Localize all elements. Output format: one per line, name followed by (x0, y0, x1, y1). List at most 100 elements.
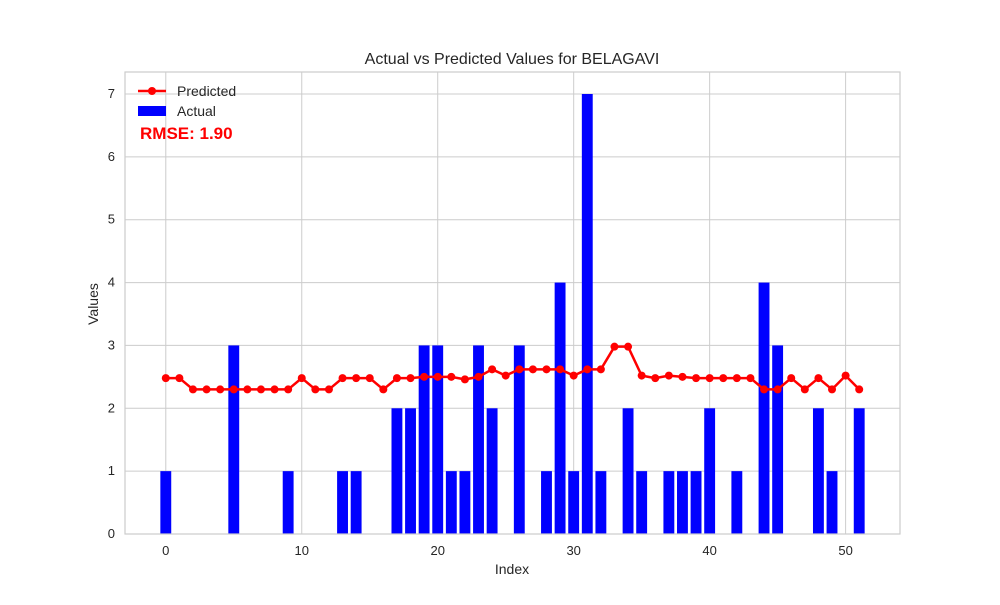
legend-actual-label: Actual (177, 103, 216, 119)
predicted-point (787, 374, 796, 383)
predicted-point (474, 372, 483, 381)
x-tick-label: 30 (566, 543, 580, 558)
predicted-point (352, 374, 361, 383)
actual-bar (282, 471, 294, 534)
actual-bar (677, 471, 688, 534)
predicted-point (488, 365, 497, 374)
rmse-annotation: RMSE: 1.90 (140, 124, 233, 143)
actual-bar (445, 471, 457, 534)
legend-actual-swatch (138, 106, 166, 116)
predicted-point (678, 372, 687, 381)
predicted-point (229, 385, 238, 394)
predicted-point (760, 385, 769, 394)
actual-bar (513, 345, 525, 534)
actual-bar (581, 94, 593, 534)
legend-predicted-marker (148, 87, 156, 95)
actual-bar (337, 471, 348, 534)
plot-frame (124, 71, 901, 535)
actual-bar (473, 345, 484, 534)
predicted-point (202, 385, 211, 394)
predicted-point (719, 374, 728, 383)
legend-predicted-label: Predicted (177, 83, 236, 99)
predicted-point (161, 374, 170, 383)
x-tick-label: 10 (295, 543, 309, 558)
y-tick-label: 0 (108, 526, 115, 541)
predicted-point (243, 385, 252, 394)
y-tick-label: 6 (108, 149, 115, 164)
predicted-point (420, 372, 429, 381)
predicted-point (501, 371, 510, 380)
predicted-point (624, 342, 633, 351)
predicted-point (379, 385, 388, 394)
predicted-point (556, 365, 565, 374)
actual-bar (486, 408, 498, 534)
actual-bar (595, 471, 607, 534)
actual-bar (541, 471, 552, 534)
actual-bar (663, 471, 675, 534)
x-tick-label: 20 (430, 543, 444, 558)
y-tick-label: 2 (108, 400, 115, 415)
actual-bar (704, 408, 716, 534)
actual-bar (758, 282, 770, 534)
predicted-point (651, 374, 660, 383)
predicted-point (800, 385, 809, 394)
y-tick-label: 5 (108, 212, 115, 227)
chart-title: Actual vs Predicted Values for BELAGAVI (365, 51, 660, 68)
x-tick-label: 50 (838, 543, 852, 558)
predicted-point (256, 385, 265, 394)
predicted-point (705, 374, 714, 383)
y-axis-label: Values (85, 283, 101, 325)
actual-bar (459, 471, 471, 534)
predicted-point (773, 385, 782, 394)
predicted-point (311, 385, 320, 394)
actual-bar (418, 345, 430, 534)
predicted-point (515, 365, 524, 374)
predicted-point (406, 374, 415, 383)
predicted-point (664, 371, 673, 380)
predicted-point (610, 342, 619, 351)
x-axis-label: Index (495, 561, 529, 577)
actual-bar (228, 345, 240, 534)
predicted-point (338, 374, 347, 383)
legend: Predicted Actual (138, 83, 236, 119)
x-tick-label: 40 (702, 543, 716, 558)
predicted-point (447, 372, 456, 381)
predicted-point (270, 385, 279, 394)
actual-bar (826, 471, 838, 534)
y-tick-label: 3 (108, 337, 115, 352)
actual-bar (350, 471, 362, 534)
predicted-point (855, 385, 864, 394)
predicted-point (637, 371, 646, 380)
actual-bar (772, 345, 784, 534)
actual-bar (731, 471, 743, 534)
actual-bar (812, 408, 824, 534)
predicted-point (433, 372, 442, 381)
actual-bar (405, 408, 416, 534)
y-tick-label: 4 (108, 275, 115, 290)
predicted-point (297, 374, 306, 383)
actual-bar (391, 408, 403, 534)
predicted-point (324, 385, 333, 394)
predicted-point (460, 375, 469, 384)
predicted-point (188, 385, 197, 394)
predicted-point (746, 374, 755, 383)
y-tick-label: 7 (108, 86, 115, 101)
predicted-point (365, 374, 374, 383)
predicted-point (216, 385, 225, 394)
predicted-point (596, 365, 605, 374)
actual-bar (432, 345, 444, 534)
predicted-point (841, 371, 850, 380)
actual-bar (853, 408, 865, 534)
x-tick-label: 0 (162, 543, 169, 558)
predicted-point (528, 365, 537, 374)
predicted-point (692, 374, 701, 383)
predicted-point (569, 371, 578, 380)
predicted-point (814, 374, 823, 383)
predicted-point (828, 385, 837, 394)
predicted-point (392, 374, 401, 383)
y-tick-label: 1 (108, 463, 115, 478)
plot-area: 0 1 2 3 4 5 6 7 0 10 20 30 40 50 Predicted Actual RMSE: … (108, 71, 901, 558)
predicted-point (732, 374, 741, 383)
